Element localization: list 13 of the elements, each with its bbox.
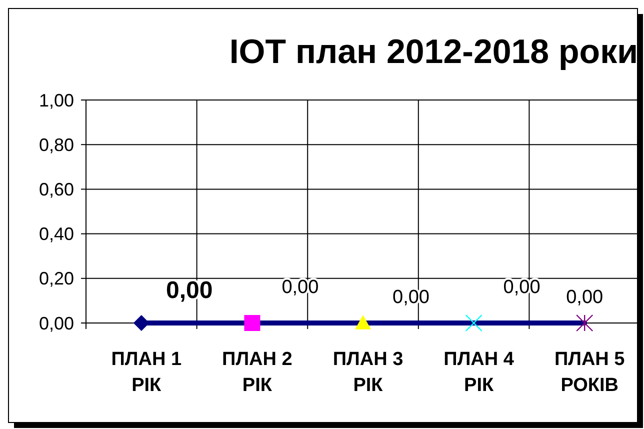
x-tick-label: ПЛАН 2 РІК bbox=[222, 349, 292, 396]
y-tick-label: 0,20 bbox=[38, 268, 74, 289]
x-tick-label: ПЛАН 5 РОКІВ bbox=[554, 349, 626, 396]
x-tick-label: ПЛАН 3 РІК bbox=[332, 349, 404, 396]
y-tick-label: 1,00 bbox=[38, 90, 74, 110]
chart-title: IOT план 2012-2018 роки bbox=[229, 33, 638, 71]
data-label: 0,00 bbox=[566, 287, 604, 308]
y-tick-label: 0,80 bbox=[38, 134, 74, 155]
y-tick-label: 0,60 bbox=[38, 180, 74, 200]
x-tick-label: ПЛАН 1 РІК bbox=[111, 349, 182, 396]
x-tick-label: ПЛАН 4 РІК bbox=[444, 349, 514, 396]
y-tick-label: 0,40 bbox=[38, 224, 74, 244]
y-tick-label: 0,00 bbox=[38, 313, 74, 334]
